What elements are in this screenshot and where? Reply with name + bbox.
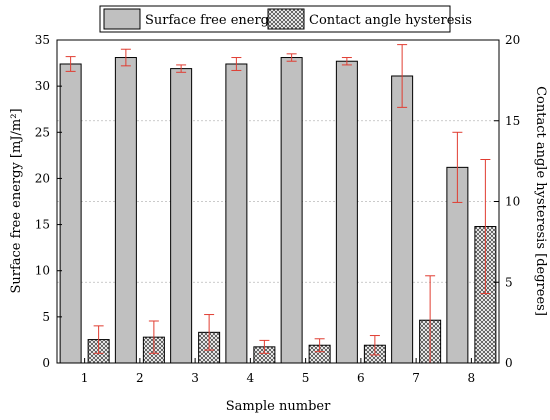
y-axis-left-title: Surface free energy [mJ/m²] <box>9 108 24 293</box>
legend-swatch-contact-angle-hysteresis <box>267 8 305 30</box>
x-tick-label: 4 <box>247 371 255 385</box>
x-tick-label: 2 <box>136 371 144 385</box>
x-tick-label: 1 <box>81 371 89 385</box>
y-tick-label-left: 35 <box>35 33 50 47</box>
legend-label-surface-free-energy: Surface free energy <box>145 13 277 28</box>
x-tick-label: 5 <box>302 371 310 385</box>
y-tick-label-left: 10 <box>35 264 50 278</box>
y-tick-label-right: 10 <box>505 195 520 209</box>
y-tick-label-left: 20 <box>35 171 50 185</box>
error-bars <box>65 44 491 364</box>
bar-surface-free-energy <box>114 57 137 364</box>
x-tick-label: 3 <box>191 371 199 385</box>
y-tick-label-right: 15 <box>505 114 520 128</box>
y-tick-label-left: 30 <box>35 79 50 93</box>
y-tick-label-left: 25 <box>35 125 50 139</box>
legend-label-contact-angle-hysteresis: Contact angle hysteresis <box>309 13 472 28</box>
x-tick-label: 8 <box>468 371 476 385</box>
bar-surface-free-energy <box>335 60 358 364</box>
bars <box>59 57 497 364</box>
x-axis-title: Sample number <box>226 399 331 414</box>
bar-surface-free-energy <box>391 75 414 364</box>
bar-surface-free-energy <box>280 57 303 364</box>
legend: Surface free energy Contact angle hyster… <box>99 5 472 33</box>
y-tick-label-left: 0 <box>42 356 50 370</box>
x-tick-label: 6 <box>357 371 365 385</box>
y-tick-label-left: 5 <box>42 310 50 324</box>
x-tick-label: 7 <box>412 371 420 385</box>
legend-swatch-surface-free-energy <box>103 8 141 30</box>
bar-surface-free-energy <box>59 63 82 364</box>
y-tick-label-right: 20 <box>505 33 520 47</box>
y-axis-right-title: Contact angle hysteresis [degrees] <box>533 86 548 316</box>
y-tick-label-left: 15 <box>35 218 50 232</box>
bar-surface-free-energy <box>170 68 193 364</box>
axes: 0 5 10 15 20 0 5 10 15 20 25 30 35 1 2 3 4 5 6 7 8 <box>35 33 521 385</box>
y-tick-label-right: 0 <box>505 356 513 370</box>
y-tick-label-right: 5 <box>505 275 513 289</box>
bar-surface-free-energy <box>225 63 248 364</box>
